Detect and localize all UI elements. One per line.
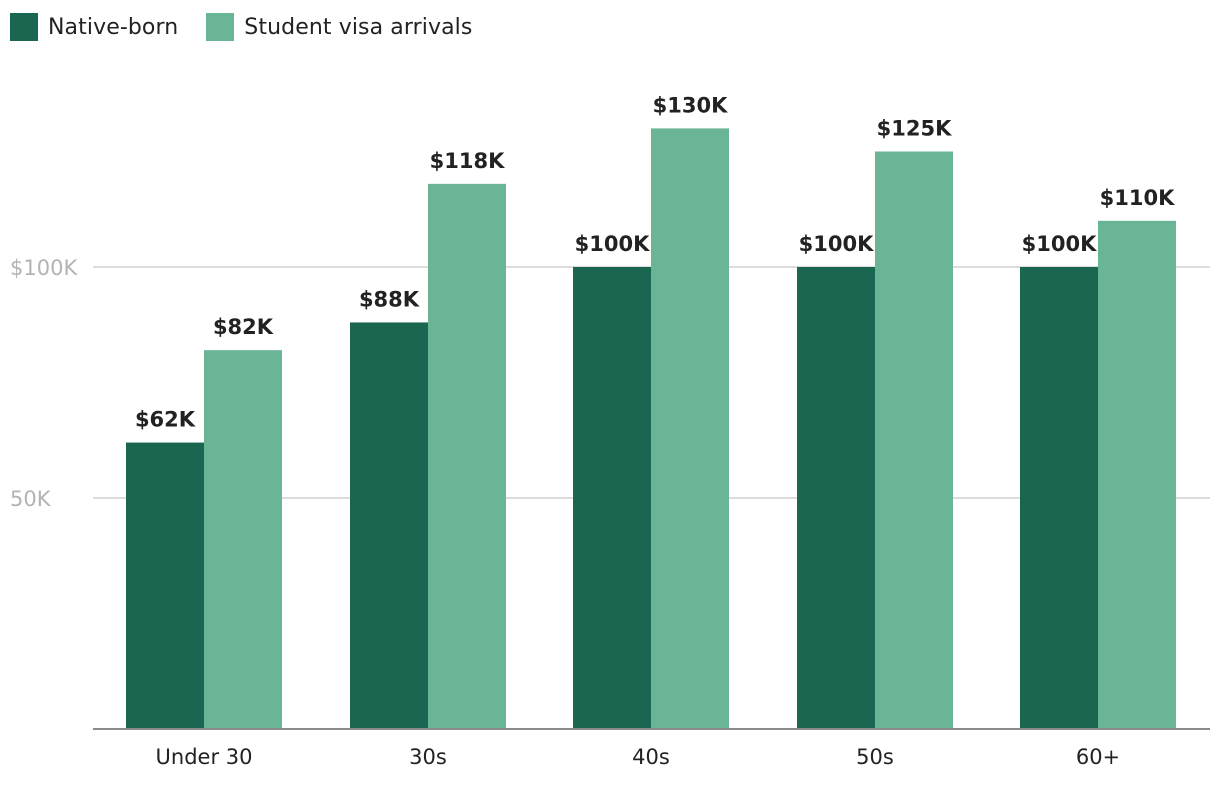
bar-native-born-3 — [797, 267, 875, 729]
bar-student-visa-3 — [875, 151, 953, 729]
y-tick-label-0: 50K — [10, 487, 52, 511]
x-tick-label-4: 60+ — [1076, 745, 1120, 769]
data-label-student-visa-3: $125K — [877, 117, 952, 141]
bar-native-born-2 — [573, 267, 651, 729]
data-label-native-born-3: $100K — [799, 232, 874, 256]
x-tick-label-3: 50s — [856, 745, 894, 769]
legend-swatch-native-born — [10, 13, 38, 41]
legend-swatch-student-visa — [206, 13, 235, 41]
bar-student-visa-1 — [428, 183, 506, 730]
data-label-student-visa-0: $82K — [213, 315, 274, 339]
x-tick-label-1: 30s — [409, 745, 447, 769]
y-tick-label-1: $100K — [10, 256, 78, 280]
bar-student-visa-4 — [1098, 220, 1176, 730]
bar-student-visa-0 — [204, 350, 282, 729]
legend-label-native-born: Native-born — [48, 14, 179, 40]
bar-native-born-1 — [350, 322, 428, 729]
bar-native-born-4 — [1020, 267, 1098, 729]
chart-legend: Native-born Student visa arrivals — [10, 12, 500, 42]
data-label-native-born-4: $100K — [1022, 232, 1097, 256]
data-label-native-born-1: $88K — [359, 287, 420, 311]
bar-student-visa-2 — [651, 128, 729, 729]
x-tick-label-0: Under 30 — [156, 745, 253, 769]
legend-label-student-visa: Student visa arrivals — [244, 14, 473, 40]
data-label-student-visa-1: $118K — [430, 149, 505, 173]
legend-item-student-visa: Student visa arrivals — [206, 13, 472, 41]
bar-native-born-0 — [126, 442, 204, 729]
x-tick-label-2: 40s — [632, 745, 670, 769]
data-label-student-visa-2: $130K — [653, 93, 728, 117]
data-label-native-born-2: $100K — [575, 232, 650, 256]
legend-item-native-born: Native-born — [10, 13, 178, 41]
data-label-native-born-0: $62K — [135, 408, 196, 432]
data-label-student-visa-4: $110K — [1100, 186, 1175, 210]
